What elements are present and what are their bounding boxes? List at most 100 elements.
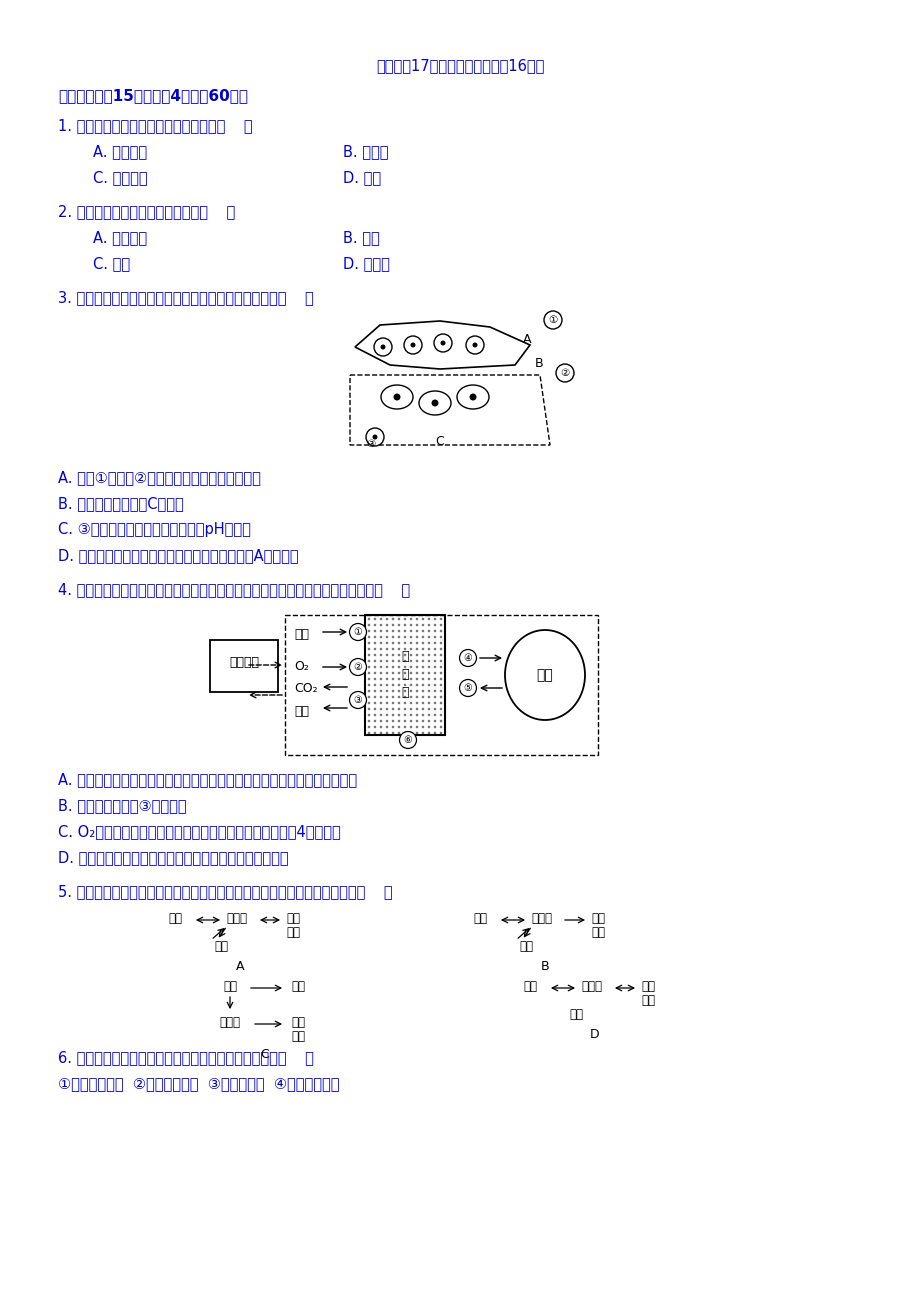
Circle shape (391, 732, 394, 734)
Circle shape (415, 654, 418, 656)
Circle shape (373, 708, 376, 711)
Text: A. 结构①和结构②的细胞所处的具体内环境相同: A. 结构①和结构②的细胞所处的具体内环境相同 (58, 470, 261, 486)
Ellipse shape (418, 391, 450, 415)
Circle shape (374, 339, 391, 355)
Circle shape (466, 336, 483, 354)
Circle shape (380, 732, 382, 734)
Text: A. 细胞内液: A. 细胞内液 (93, 230, 147, 245)
Text: ⑥: ⑥ (403, 736, 412, 745)
Circle shape (421, 672, 424, 674)
Text: 内液: 内液 (590, 926, 605, 939)
Circle shape (380, 720, 382, 723)
Circle shape (415, 713, 418, 716)
Circle shape (459, 650, 476, 667)
Circle shape (409, 695, 412, 698)
Circle shape (403, 725, 406, 728)
Circle shape (397, 665, 400, 668)
Circle shape (415, 695, 418, 698)
Circle shape (380, 708, 382, 711)
Circle shape (427, 732, 430, 734)
Circle shape (391, 720, 394, 723)
Circle shape (415, 725, 418, 728)
Circle shape (397, 720, 400, 723)
Circle shape (368, 695, 369, 698)
Circle shape (368, 702, 369, 704)
Circle shape (421, 647, 424, 650)
Text: 组织液: 组织液 (531, 911, 552, 924)
Circle shape (391, 617, 394, 620)
Text: 组织液: 组织液 (226, 911, 247, 924)
Circle shape (403, 654, 406, 656)
Circle shape (368, 630, 369, 633)
Circle shape (409, 690, 412, 693)
Circle shape (433, 708, 436, 711)
Circle shape (373, 672, 376, 674)
Text: C. 细胞外液: C. 细胞外液 (93, 171, 147, 185)
Circle shape (391, 690, 394, 693)
Circle shape (380, 690, 382, 693)
Circle shape (368, 654, 369, 656)
Circle shape (427, 690, 430, 693)
Circle shape (409, 725, 412, 728)
Circle shape (368, 690, 369, 693)
Circle shape (397, 654, 400, 656)
Circle shape (415, 624, 418, 626)
Circle shape (427, 624, 430, 626)
Circle shape (421, 684, 424, 686)
Circle shape (380, 684, 382, 686)
Text: B. 组织液: B. 组织液 (343, 145, 388, 159)
Text: 细胞: 细胞 (286, 911, 300, 924)
Text: 细胞: 细胞 (590, 911, 605, 924)
Circle shape (427, 642, 430, 644)
Circle shape (433, 665, 436, 668)
Text: B. 血浆: B. 血浆 (343, 230, 380, 245)
Text: 淋巴: 淋巴 (568, 1008, 583, 1021)
Text: C. 淋巴: C. 淋巴 (93, 256, 130, 271)
Text: CO₂: CO₂ (294, 682, 317, 695)
Text: ①: ① (548, 315, 557, 326)
Circle shape (373, 684, 376, 686)
Circle shape (349, 691, 366, 708)
Circle shape (421, 713, 424, 716)
Circle shape (385, 690, 388, 693)
Circle shape (385, 665, 388, 668)
Ellipse shape (380, 385, 413, 409)
Circle shape (403, 695, 406, 698)
Text: 内
环
境: 内 环 境 (401, 651, 408, 699)
Circle shape (433, 695, 436, 698)
Circle shape (380, 702, 382, 704)
Circle shape (427, 630, 430, 633)
Circle shape (433, 684, 436, 686)
Text: D. 血浆: D. 血浆 (343, 171, 380, 185)
Text: A: A (235, 960, 244, 973)
Circle shape (433, 630, 436, 633)
Circle shape (439, 702, 442, 704)
Circle shape (433, 732, 436, 734)
Circle shape (427, 702, 430, 704)
Text: 细胞: 细胞 (536, 668, 552, 682)
Circle shape (409, 617, 412, 620)
Circle shape (409, 630, 412, 633)
Circle shape (372, 435, 377, 440)
Circle shape (439, 635, 442, 638)
Circle shape (415, 617, 418, 620)
Circle shape (427, 678, 430, 681)
Circle shape (421, 732, 424, 734)
Circle shape (440, 341, 445, 345)
Circle shape (391, 630, 394, 633)
Circle shape (403, 690, 406, 693)
Circle shape (427, 695, 430, 698)
Circle shape (433, 654, 436, 656)
Circle shape (431, 400, 438, 406)
Circle shape (373, 617, 376, 620)
Circle shape (421, 660, 424, 663)
Circle shape (373, 642, 376, 644)
Text: ③: ③ (366, 439, 375, 449)
Circle shape (439, 678, 442, 681)
Circle shape (391, 647, 394, 650)
Circle shape (391, 642, 394, 644)
Circle shape (403, 720, 406, 723)
Circle shape (427, 647, 430, 650)
Circle shape (421, 630, 424, 633)
Circle shape (373, 654, 376, 656)
